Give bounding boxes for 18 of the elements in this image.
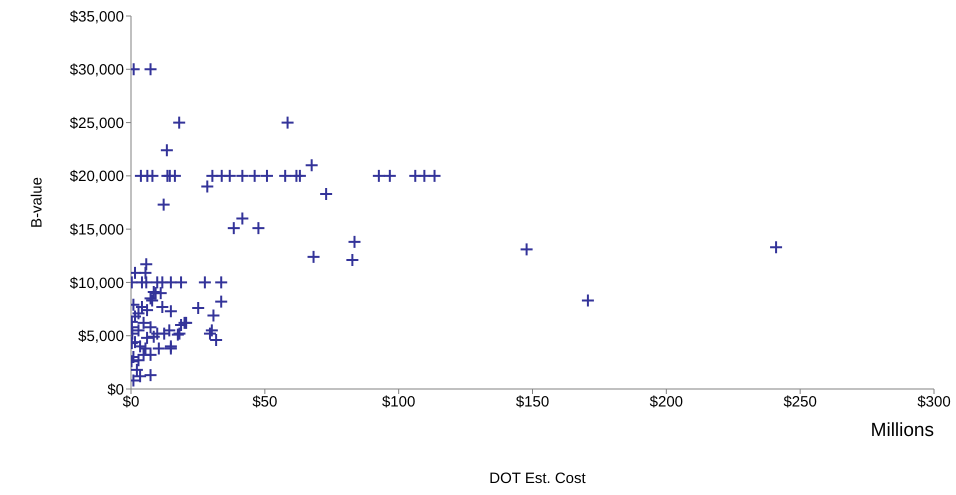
y-tick-label: $25,000	[70, 114, 124, 132]
x-tick-label: $250	[783, 394, 817, 411]
y-tick-label: $5,000	[78, 328, 124, 346]
x-tick-label: $150	[516, 394, 550, 411]
y-tick-label: $35,000	[70, 8, 124, 26]
x-tick-label: $100	[382, 394, 416, 411]
y-tick-label: $15,000	[70, 221, 124, 238]
y-tick-label: $30,000	[70, 62, 124, 79]
y-axis-title: B-value	[28, 177, 46, 228]
x-tick-label: $50	[252, 394, 278, 411]
x-tick-label: $0	[122, 394, 140, 411]
x-tick-label: $300	[917, 394, 951, 411]
y-tick-label: $10,000	[70, 274, 124, 292]
text: Millions	[870, 420, 934, 442]
y-tick-label: $20,000	[70, 168, 124, 186]
x-tick-label: $200	[650, 394, 684, 411]
x-axis-title: DOT Est. Cost	[488, 470, 587, 487]
y-tick-label: $0	[107, 381, 124, 398]
